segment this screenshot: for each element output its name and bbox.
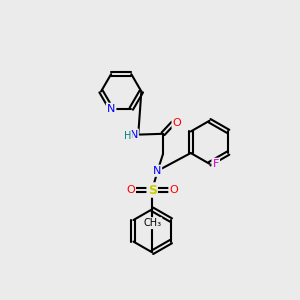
Text: CH₃: CH₃: [143, 218, 161, 228]
Text: N: N: [129, 130, 138, 140]
Text: N: N: [107, 104, 115, 114]
Text: S: S: [148, 184, 157, 196]
Text: O: O: [172, 118, 182, 128]
Text: N: N: [153, 166, 161, 176]
Text: O: O: [126, 185, 135, 195]
Text: F: F: [213, 159, 219, 169]
Text: O: O: [169, 185, 178, 195]
Text: H: H: [124, 131, 131, 141]
